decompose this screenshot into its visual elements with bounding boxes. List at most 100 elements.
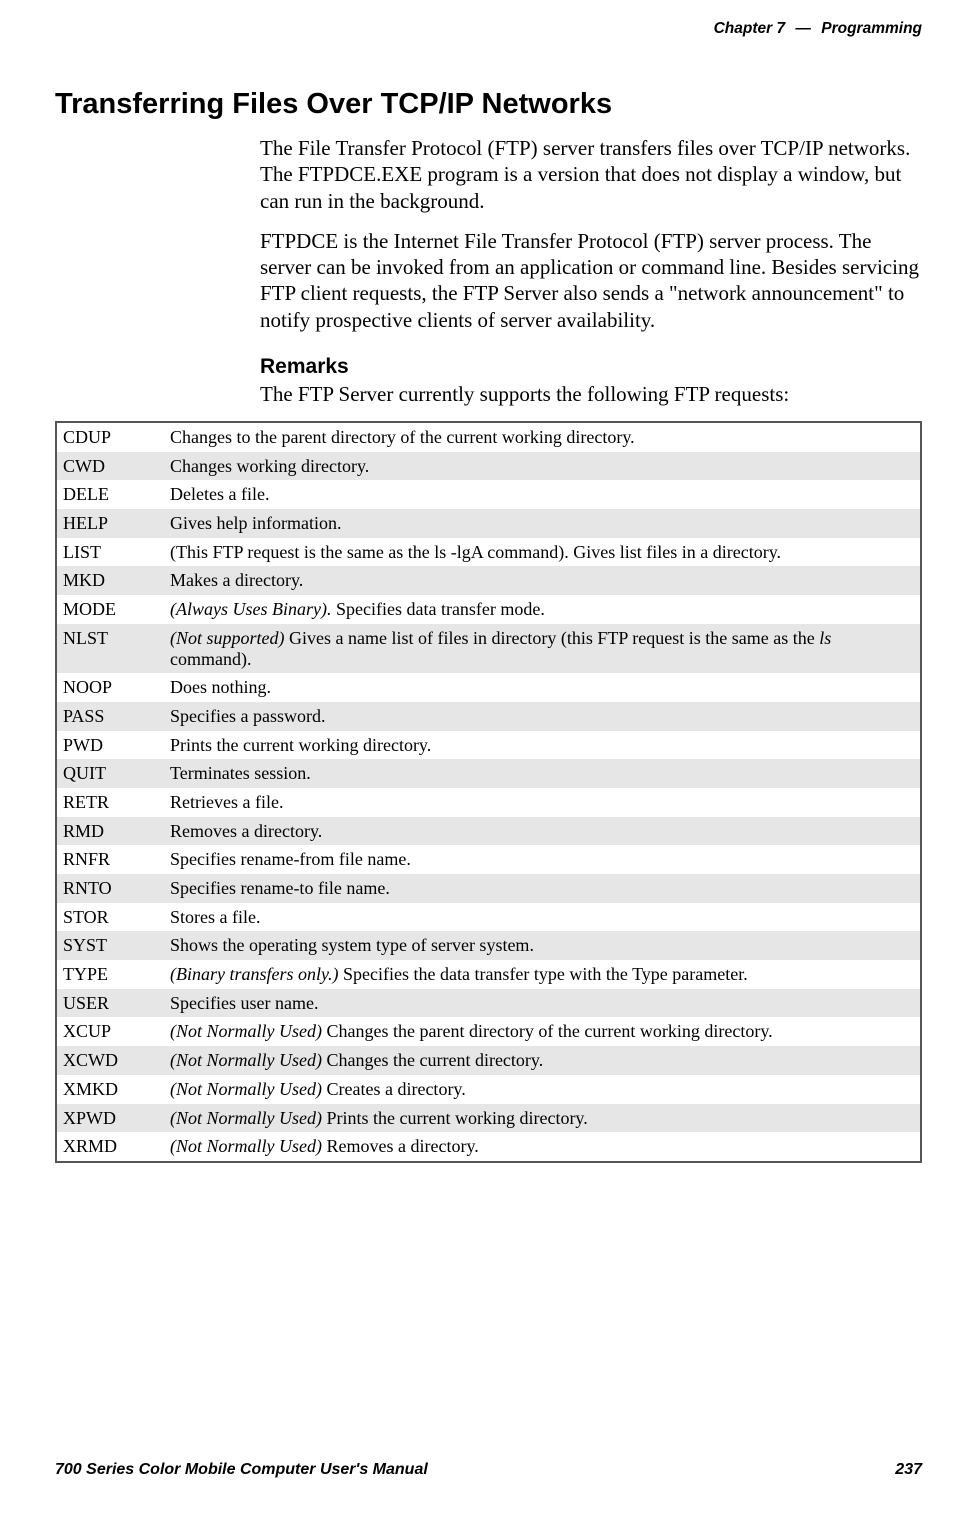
ftp-description: (Binary transfers only.) Specifies the d…: [164, 960, 921, 989]
ftp-description: Specifies rename-to file name.: [164, 874, 921, 903]
ftp-description: (Not Normally Used) Prints the current w…: [164, 1104, 921, 1133]
italic-prefix: (Not Normally Used): [170, 1050, 322, 1070]
ftp-description: Shows the operating system type of serve…: [164, 931, 921, 960]
ftp-description: Deletes a file.: [164, 480, 921, 509]
ftp-description: (Not Normally Used) Removes a directory.: [164, 1132, 921, 1162]
italic-mid: ls: [819, 628, 831, 648]
ftp-description: Prints the current working directory.: [164, 731, 921, 760]
chapter-word: Chapter: [714, 20, 773, 37]
remarks-text: The FTP Server currently supports the fo…: [260, 381, 922, 407]
ftp-description: Specifies rename-from file name.: [164, 845, 921, 874]
page-footer: 700 Series Color Mobile Computer User's …: [55, 1461, 922, 1479]
italic-prefix: (Not supported): [170, 628, 285, 648]
italic-prefix: (Binary transfers only.): [170, 964, 339, 984]
paragraph-1: The File Transfer Protocol (FTP) server …: [260, 135, 922, 214]
italic-prefix: (Not Normally Used): [170, 1136, 322, 1156]
ftp-command: HELP: [56, 509, 164, 538]
paragraph-2: FTPDCE is the Internet File Transfer Pro…: [260, 228, 922, 333]
ftp-command: QUIT: [56, 759, 164, 788]
page-header: Chapter 7 — Programming: [55, 20, 922, 38]
table-row: RETRRetrieves a file.: [56, 788, 921, 817]
italic-prefix: (Always Uses Binary).: [170, 599, 331, 619]
table-row: TYPE(Binary transfers only.) Specifies t…: [56, 960, 921, 989]
table-row: LIST(This FTP request is the same as the…: [56, 538, 921, 567]
table-row: XCUP(Not Normally Used) Changes the pare…: [56, 1017, 921, 1046]
ftp-command: DELE: [56, 480, 164, 509]
table-row: XCWD(Not Normally Used) Changes the curr…: [56, 1046, 921, 1075]
ftp-description: Retrieves a file.: [164, 788, 921, 817]
table-row: CWDChanges working directory.: [56, 452, 921, 481]
table-row: SYSTShows the operating system type of s…: [56, 931, 921, 960]
table-row: XMKD(Not Normally Used) Creates a direct…: [56, 1075, 921, 1104]
body-block: The File Transfer Protocol (FTP) server …: [260, 135, 922, 407]
table-row: RNFRSpecifies rename-from file name.: [56, 845, 921, 874]
ftp-description: Removes a directory.: [164, 817, 921, 846]
table-row: HELPGives help information.: [56, 509, 921, 538]
page: Chapter 7 — Programming Transferring Fil…: [0, 0, 977, 1519]
ftp-description: Specifies a password.: [164, 702, 921, 731]
ftp-description: (This FTP request is the same as the ls …: [164, 538, 921, 567]
ftp-command: USER: [56, 989, 164, 1018]
ftp-command: PASS: [56, 702, 164, 731]
ftp-command: XCUP: [56, 1017, 164, 1046]
ftp-description: Stores a file.: [164, 903, 921, 932]
ftp-description: Changes working directory.: [164, 452, 921, 481]
ftp-description: (Not Normally Used) Changes the current …: [164, 1046, 921, 1075]
ftp-command: NLST: [56, 624, 164, 673]
ftp-description: Changes to the parent directory of the c…: [164, 422, 921, 452]
italic-prefix: (Not Normally Used): [170, 1021, 322, 1041]
ftp-command: CDUP: [56, 422, 164, 452]
ftp-description: (Not Normally Used) Changes the parent d…: [164, 1017, 921, 1046]
section-title: Transferring Files Over TCP/IP Networks: [55, 88, 922, 121]
ftp-command: RNFR: [56, 845, 164, 874]
table-row: XPWD(Not Normally Used) Prints the curre…: [56, 1104, 921, 1133]
table-row: RNTOSpecifies rename-to file name.: [56, 874, 921, 903]
header-dash: —: [795, 20, 811, 37]
ftp-command: RMD: [56, 817, 164, 846]
ftp-command: XCWD: [56, 1046, 164, 1075]
ftp-command: TYPE: [56, 960, 164, 989]
ftp-command: XRMD: [56, 1132, 164, 1162]
table-row: NLST(Not supported) Gives a name list of…: [56, 624, 921, 673]
ftp-command: CWD: [56, 452, 164, 481]
ftp-description: Specifies user name.: [164, 989, 921, 1018]
ftp-command: NOOP: [56, 673, 164, 702]
table-row: USERSpecifies user name.: [56, 989, 921, 1018]
ftp-description: Gives help information.: [164, 509, 921, 538]
footer-page-number: 237: [895, 1461, 922, 1479]
ftp-command: MODE: [56, 595, 164, 624]
ftp-command: XPWD: [56, 1104, 164, 1133]
ftp-description: Terminates session.: [164, 759, 921, 788]
ftp-command: STOR: [56, 903, 164, 932]
footer-manual-title: 700 Series Color Mobile Computer User's …: [55, 1461, 428, 1479]
table-row: RMDRemoves a directory.: [56, 817, 921, 846]
ftp-description: Does nothing.: [164, 673, 921, 702]
table-row: XRMD(Not Normally Used) Removes a direct…: [56, 1132, 921, 1162]
table-row: STORStores a file.: [56, 903, 921, 932]
ftp-command: XMKD: [56, 1075, 164, 1104]
italic-prefix: (Not Normally Used): [170, 1108, 322, 1128]
table-row: PASSSpecifies a password.: [56, 702, 921, 731]
table-row: NOOPDoes nothing.: [56, 673, 921, 702]
ftp-description: Makes a directory.: [164, 566, 921, 595]
table-row: QUITTerminates session.: [56, 759, 921, 788]
ftp-description: (Not Normally Used) Creates a directory.: [164, 1075, 921, 1104]
chapter-number: 7: [776, 20, 785, 37]
table-row: DELEDeletes a file.: [56, 480, 921, 509]
remarks-heading: Remarks: [260, 355, 922, 379]
ftp-command: PWD: [56, 731, 164, 760]
ftp-description: (Not supported) Gives a name list of fil…: [164, 624, 921, 673]
table-row: MKDMakes a directory.: [56, 566, 921, 595]
ftp-command: RETR: [56, 788, 164, 817]
table-row: PWDPrints the current working directory.: [56, 731, 921, 760]
italic-prefix: (Not Normally Used): [170, 1079, 322, 1099]
table-row: MODE(Always Uses Binary). Specifies data…: [56, 595, 921, 624]
chapter-name: Programming: [821, 20, 922, 37]
table-row: CDUPChanges to the parent directory of t…: [56, 422, 921, 452]
ftp-command: SYST: [56, 931, 164, 960]
ftp-command: LIST: [56, 538, 164, 567]
ftp-command: RNTO: [56, 874, 164, 903]
ftp-requests-table: CDUPChanges to the parent directory of t…: [55, 421, 922, 1163]
ftp-command: MKD: [56, 566, 164, 595]
ftp-description: (Always Uses Binary). Specifies data tra…: [164, 595, 921, 624]
